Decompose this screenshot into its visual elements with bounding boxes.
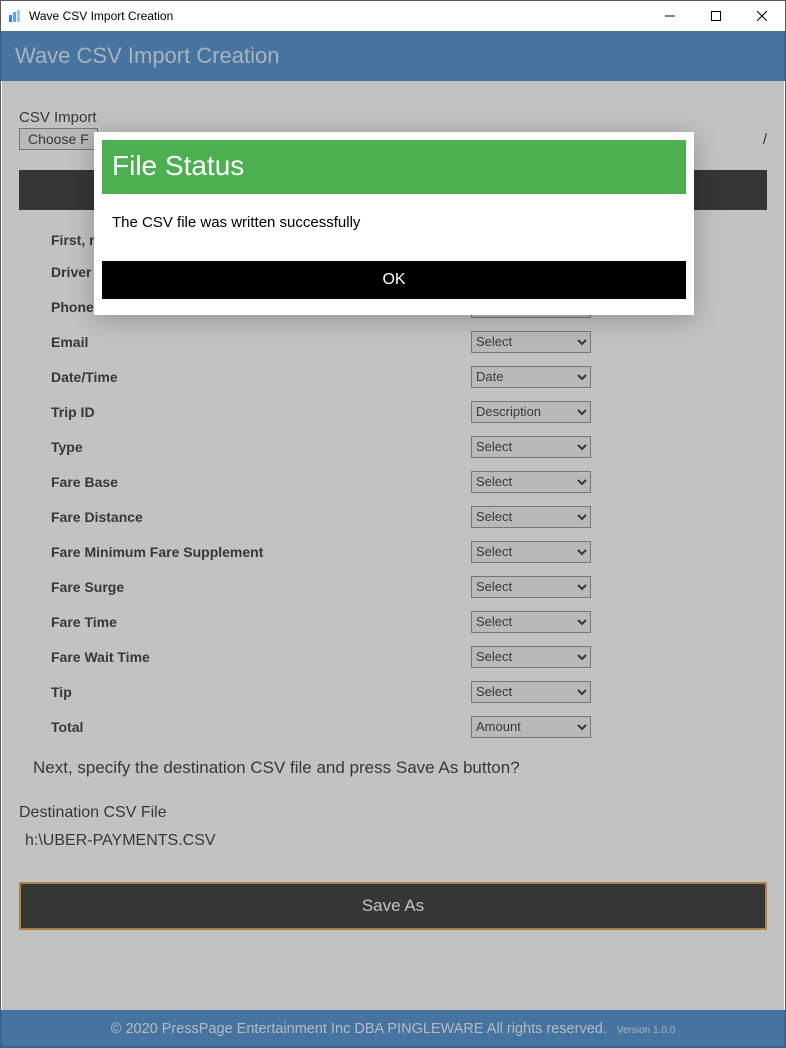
dialog-message: The CSV file was written successfully <box>102 194 686 261</box>
maximize-button[interactable] <box>693 1 739 31</box>
app-window: Wave CSV Import Creation Wave CSV Import… <box>0 0 786 1048</box>
titlebar: Wave CSV Import Creation <box>1 1 785 31</box>
file-status-dialog: File Status The CSV file was written suc… <box>94 132 694 315</box>
minimize-button[interactable] <box>647 1 693 31</box>
window-title: Wave CSV Import Creation <box>29 9 173 23</box>
dialog-title: File Status <box>102 140 686 194</box>
window-controls <box>647 1 785 31</box>
close-button[interactable] <box>739 1 785 31</box>
ok-button[interactable]: OK <box>102 261 686 299</box>
app-icon <box>7 8 23 24</box>
